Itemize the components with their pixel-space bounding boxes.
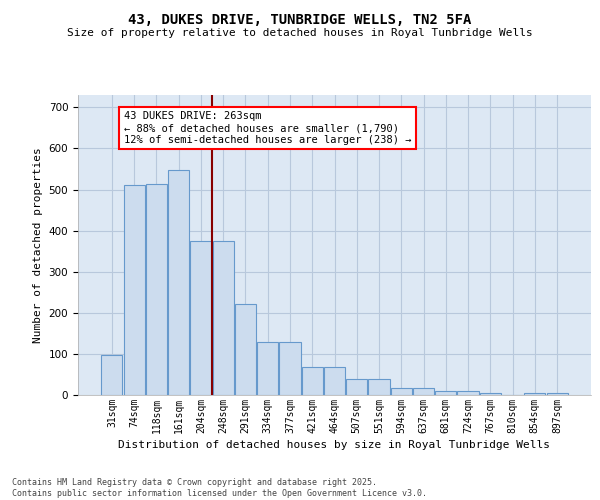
Bar [190, 241, 212, 395]
Bar [212, 241, 234, 395]
Bar [146, 184, 167, 395]
X-axis label: Distribution of detached houses by size in Royal Tunbridge Wells: Distribution of detached houses by size … [119, 440, 551, 450]
Text: 43, DUKES DRIVE, TUNBRIDGE WELLS, TN2 5FA: 43, DUKES DRIVE, TUNBRIDGE WELLS, TN2 5F… [128, 12, 472, 26]
Bar [280, 342, 301, 395]
Text: Contains HM Land Registry data © Crown copyright and database right 2025.
Contai: Contains HM Land Registry data © Crown c… [12, 478, 427, 498]
Bar [524, 393, 545, 395]
Bar [547, 393, 568, 395]
Text: Size of property relative to detached houses in Royal Tunbridge Wells: Size of property relative to detached ho… [67, 28, 533, 38]
Bar [124, 186, 145, 395]
Bar [257, 342, 278, 395]
Bar [346, 378, 367, 395]
Bar [324, 367, 345, 395]
Bar [435, 391, 457, 395]
Bar [391, 388, 412, 395]
Bar [457, 391, 479, 395]
Bar [368, 378, 389, 395]
Bar [413, 388, 434, 395]
Bar [302, 367, 323, 395]
Y-axis label: Number of detached properties: Number of detached properties [33, 147, 43, 343]
Bar [101, 355, 122, 395]
Bar [168, 170, 189, 395]
Text: 43 DUKES DRIVE: 263sqm
← 88% of detached houses are smaller (1,790)
12% of semi-: 43 DUKES DRIVE: 263sqm ← 88% of detached… [124, 112, 412, 144]
Bar [235, 304, 256, 395]
Bar [480, 393, 501, 395]
